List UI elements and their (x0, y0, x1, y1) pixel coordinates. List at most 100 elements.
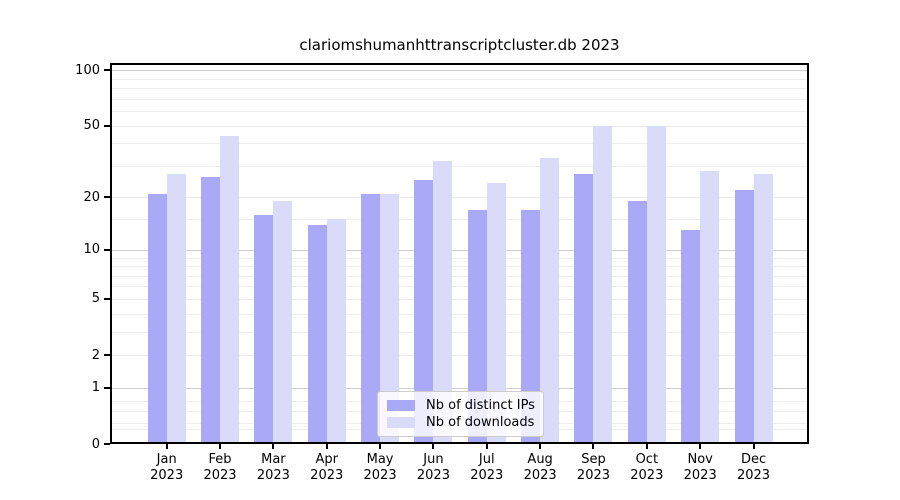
bar-nb-of-downloads-mar (273, 201, 293, 444)
legend-label: Nb of downloads (426, 415, 535, 430)
x-tick-label: Jan 2023 (137, 452, 197, 484)
x-tick-month: May (366, 452, 394, 467)
y-tick-label: 2 (91, 347, 100, 363)
x-tick-year: 2023 (310, 468, 344, 483)
x-tick-mark (645, 444, 648, 449)
gridline (110, 125, 809, 127)
x-tick-year: 2023 (470, 468, 504, 483)
minor-gridline (110, 313, 809, 315)
x-tick-label: Aug 2023 (510, 452, 570, 484)
legend: Nb of distinct IPs Nb of downloads (377, 391, 544, 437)
minor-gridline (110, 165, 809, 167)
legend-swatch-downloads (387, 417, 415, 428)
y-tick-label: 50 (83, 118, 100, 134)
x-tick-label: Mar 2023 (243, 452, 303, 484)
bar-nb-of-downloads-may (380, 193, 400, 444)
bar-nb-of-downloads-jan (166, 174, 186, 444)
y-tick-mark (104, 354, 110, 357)
x-tick-mark (592, 444, 595, 449)
gridline (110, 70, 809, 72)
y-tick-label: 1 (91, 380, 100, 396)
x-tick-label: Oct 2023 (617, 452, 677, 484)
bar-nb-of-distinct-ips-may (361, 193, 381, 444)
x-tick-year: 2023 (523, 468, 557, 483)
x-tick-mark (272, 444, 275, 449)
x-tick-label: Apr 2023 (297, 452, 357, 484)
y-tick-mark (104, 124, 110, 127)
x-tick-label: Nov 2023 (670, 452, 730, 484)
bar-nb-of-downloads-aug (540, 158, 560, 444)
x-tick-year: 2023 (736, 468, 771, 483)
bar-nb-of-distinct-ips-mar (254, 214, 274, 444)
minor-gridline (110, 88, 809, 90)
minor-gridline (110, 219, 809, 221)
minor-gridline (110, 286, 809, 288)
x-tick-label: Sep 2023 (563, 452, 623, 484)
x-tick-year: 2023 (363, 468, 397, 483)
x-tick-year: 2023 (416, 468, 450, 483)
x-tick-month: Mar (261, 452, 286, 467)
x-tick-month: Apr (315, 452, 338, 467)
bar-nb-of-distinct-ips-dec (734, 190, 754, 444)
legend-swatch-distinct-ips (387, 400, 415, 411)
x-tick-month: Nov (687, 452, 713, 467)
x-tick-month: Jul (478, 452, 495, 467)
y-tick-mark (104, 443, 110, 445)
x-tick-mark (379, 444, 382, 449)
x-tick-mark (219, 444, 222, 449)
x-tick-mark (752, 444, 755, 449)
minor-gridline (110, 143, 809, 145)
x-tick-mark (485, 444, 488, 449)
bar-nb-of-downloads-sep (593, 125, 613, 444)
bar-nb-of-downloads-jul (486, 183, 506, 444)
y-tick-mark (104, 386, 110, 389)
gridline (110, 249, 809, 251)
bar-nb-of-downloads-dec (753, 174, 773, 444)
minor-gridline (110, 98, 809, 100)
x-tick-year: 2023 (150, 468, 184, 483)
x-tick-label: Dec 2023 (724, 452, 784, 484)
x-tick-label: Jul 2023 (457, 452, 517, 484)
y-tick-label: 0 (91, 436, 100, 452)
bar-nb-of-distinct-ips-oct (627, 201, 647, 444)
bar-nb-of-distinct-ips-sep (574, 174, 594, 444)
minor-gridline (110, 275, 809, 277)
x-tick-label: Feb 2023 (190, 452, 250, 484)
x-tick-month: Jan (156, 452, 177, 467)
bar-nb-of-downloads-apr (326, 219, 346, 444)
x-tick-year: 2023 (683, 468, 717, 483)
gridline (110, 387, 809, 389)
y-tick-mark (104, 297, 110, 300)
x-tick-label: May 2023 (350, 452, 410, 484)
bar-nb-of-distinct-ips-jan (147, 193, 167, 444)
y-tick-mark (104, 196, 110, 199)
x-tick-year: 2023 (203, 468, 237, 483)
x-tick-month: Sep (581, 452, 606, 467)
x-tick-mark (699, 444, 702, 449)
minor-gridline (110, 266, 809, 268)
bar-nb-of-distinct-ips-aug (521, 209, 541, 444)
y-tick-label: 10 (83, 242, 100, 258)
x-tick-month: Dec (740, 452, 767, 467)
x-tick-mark (432, 444, 435, 449)
bar-nb-of-distinct-ips-jul (467, 209, 487, 444)
bar-nb-of-distinct-ips-feb (201, 177, 221, 444)
minor-gridline (110, 257, 809, 259)
legend-item-distinct-ips: Nb of distinct IPs (387, 398, 535, 413)
gridline (110, 298, 809, 300)
bar-nb-of-downloads-feb (220, 135, 240, 444)
legend-label: Nb of distinct IPs (426, 398, 535, 413)
x-tick-month: Feb (208, 452, 232, 467)
minor-gridline (110, 111, 809, 113)
bar-nb-of-downloads-jun (433, 160, 453, 444)
x-tick-month: Aug (527, 452, 553, 467)
x-tick-label: Jun 2023 (403, 452, 463, 484)
gridline (110, 197, 809, 199)
x-tick-year: 2023 (256, 468, 290, 483)
bar-nb-of-downloads-oct (646, 125, 666, 444)
x-tick-mark (325, 444, 328, 449)
plot-frame (110, 63, 809, 444)
x-tick-month: Jun (423, 452, 444, 467)
x-tick-year: 2023 (630, 468, 664, 483)
